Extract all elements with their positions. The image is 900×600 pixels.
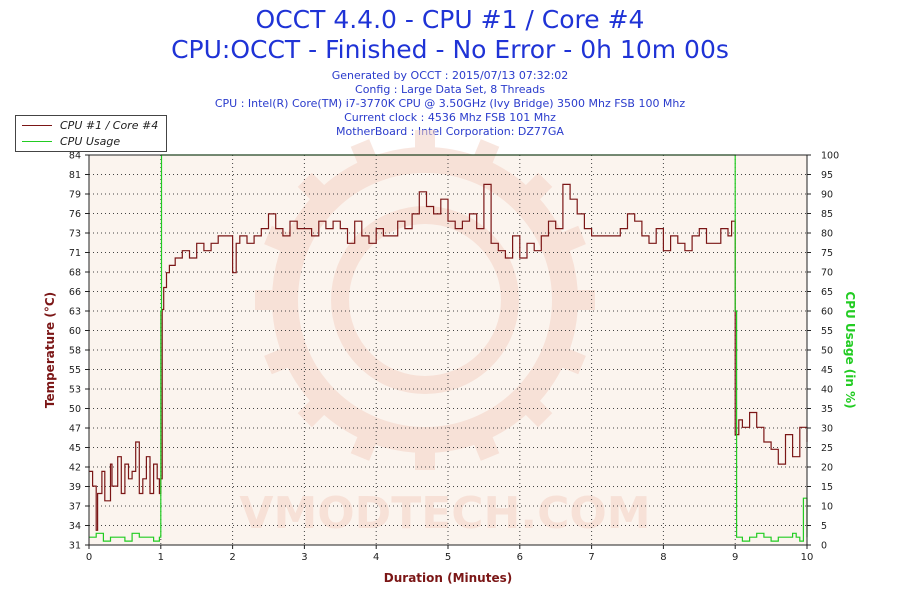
left-tick-label: 66 xyxy=(69,287,81,298)
right-tick-label: 35 xyxy=(821,404,833,415)
x-tick-label: 6 xyxy=(517,552,523,563)
watermark-ring-inner xyxy=(331,206,519,394)
left-tick-label: 50 xyxy=(69,404,81,415)
x-tick-label: 5 xyxy=(445,552,451,563)
watermark-spike xyxy=(350,139,381,175)
right-tick-label: 40 xyxy=(821,385,833,396)
watermark-spike xyxy=(415,130,435,160)
right-tick-label: 85 xyxy=(821,209,833,220)
info-motherboard: MotherBoard : Intel Corporation: DZ77GA xyxy=(336,125,564,138)
left-tick-label: 71 xyxy=(69,248,81,259)
right-tick-label: 55 xyxy=(821,326,833,337)
info-config: Config : Large Data Set, 8 Threads xyxy=(355,83,545,96)
left-tick-label: 81 xyxy=(69,170,81,181)
y-axis-title-right: CPU Usage (in %) xyxy=(843,291,857,408)
watermark-spike xyxy=(264,225,300,256)
right-tick-label: 20 xyxy=(821,463,833,474)
series-line-cpu-usage xyxy=(89,154,808,542)
y-axis-title-left: Temperature (°C) xyxy=(43,292,57,408)
x-tick-label: 9 xyxy=(732,552,738,563)
right-tick-label: 70 xyxy=(821,268,833,279)
left-tick-label: 58 xyxy=(69,346,81,357)
x-tick-label: 4 xyxy=(373,552,379,563)
x-tick-label: 10 xyxy=(801,552,814,563)
x-tick-label: 8 xyxy=(660,552,666,563)
right-tick-label: 65 xyxy=(821,287,833,298)
right-tick-label: 25 xyxy=(821,443,833,454)
right-tick-label: 95 xyxy=(821,170,833,181)
watermark-spike xyxy=(469,139,500,175)
right-tick-label: 90 xyxy=(821,190,833,201)
info-generated: Generated by OCCT : 2015/07/13 07:32:02 xyxy=(331,69,569,82)
left-tick-label: 34 xyxy=(69,521,81,532)
watermark-spike xyxy=(516,391,553,428)
watermark-spike xyxy=(255,290,285,310)
x-tick-label: 2 xyxy=(229,552,235,563)
right-tick-label: 10 xyxy=(821,502,833,513)
left-tick-label: 79 xyxy=(69,190,81,201)
left-tick-label: 42 xyxy=(69,463,81,474)
info-current-clock: Current clock : 4536 Mhz FSB 101 Mhz xyxy=(344,111,556,124)
left-tick-label: 76 xyxy=(69,209,81,220)
right-tick-label: 80 xyxy=(821,229,833,240)
left-tick-label: 37 xyxy=(69,502,81,513)
left-tick-label: 60 xyxy=(69,326,81,337)
left-tick-label: 45 xyxy=(69,443,81,454)
watermark-spike xyxy=(550,344,586,375)
right-tick-label: 0 xyxy=(821,541,827,552)
x-tick-label: 0 xyxy=(86,552,92,563)
legend-swatch-cpu-usage xyxy=(22,140,52,142)
right-tick-label: 100 xyxy=(821,151,839,162)
watermark-spike xyxy=(415,440,435,470)
chart-title-line1: OCCT 4.4.0 - CPU #1 / Core #4 xyxy=(255,5,645,34)
legend-item-temperature: CPU #1 / Core #4 xyxy=(16,117,158,133)
left-tick-label: 63 xyxy=(69,307,81,318)
left-tick-label: 47 xyxy=(69,424,81,435)
watermark-spike xyxy=(297,391,334,428)
left-tick-label: 68 xyxy=(69,268,81,279)
right-tick-label: 75 xyxy=(821,248,833,259)
right-tick-label: 60 xyxy=(821,307,833,318)
left-tick-label: 73 xyxy=(69,229,81,240)
left-tick-label: 31 xyxy=(69,541,81,552)
right-tick-label: 15 xyxy=(821,482,833,493)
watermark-spike xyxy=(469,425,500,461)
x-tick-label: 3 xyxy=(301,552,307,563)
right-tick-label: 30 xyxy=(821,424,833,435)
left-tick-label: 53 xyxy=(69,385,81,396)
watermark-spike xyxy=(264,344,300,375)
left-tick-label: 39 xyxy=(69,482,81,493)
x-tick-label: 1 xyxy=(158,552,164,563)
legend-swatch-temperature xyxy=(22,124,52,126)
right-tick-label: 50 xyxy=(821,346,833,357)
x-tick-label: 7 xyxy=(588,552,594,563)
left-tick-label: 84 xyxy=(69,151,81,162)
watermark-text: VMODTECH.COM xyxy=(239,488,650,539)
right-tick-label: 5 xyxy=(821,521,827,532)
legend-item-cpu-usage: CPU Usage xyxy=(16,133,120,149)
legend: CPU #1 / Core #4 CPU Usage xyxy=(15,115,167,152)
watermark-spike xyxy=(297,172,334,209)
x-axis-title: Duration (Minutes) xyxy=(384,571,512,585)
watermark-spike xyxy=(516,172,553,209)
info-cpu: CPU : Intel(R) Core(TM) i7-3770K CPU @ 3… xyxy=(214,97,686,110)
chart-title-line2: CPU:OCCT - Finished - No Error - 0h 10m … xyxy=(171,35,729,64)
legend-label-cpu-usage: CPU Usage xyxy=(60,134,121,148)
watermark-spike xyxy=(565,290,595,310)
series-line-temperature xyxy=(89,183,808,531)
left-tick-label: 55 xyxy=(69,365,81,376)
watermark-logo: VMODTECH.COM xyxy=(239,130,651,539)
legend-label-temperature: CPU #1 / Core #4 xyxy=(60,118,159,132)
right-tick-label: 45 xyxy=(821,365,833,376)
watermark-spike xyxy=(350,425,381,461)
